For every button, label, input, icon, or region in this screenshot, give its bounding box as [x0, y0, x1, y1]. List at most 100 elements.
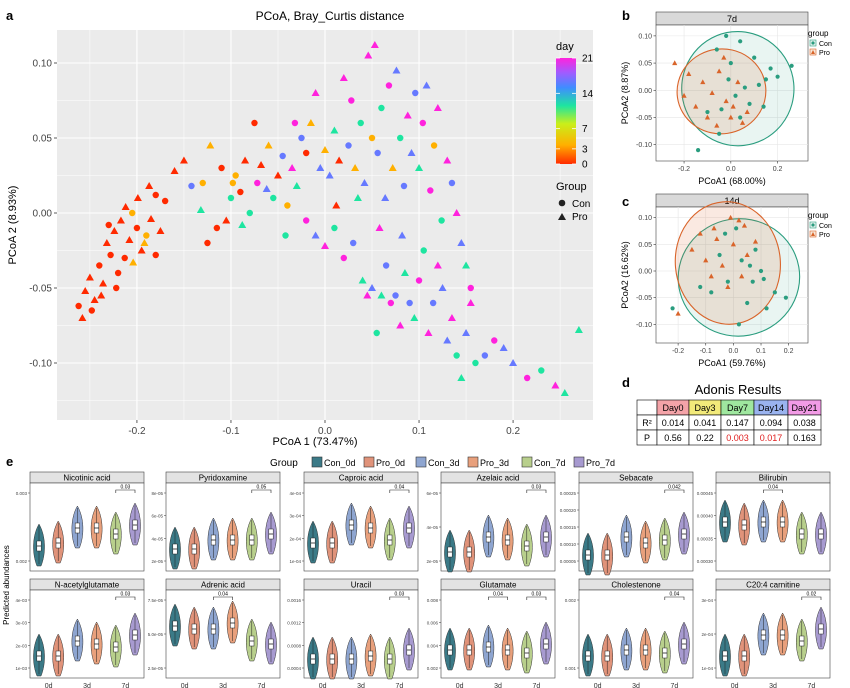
main-point-pro — [81, 287, 90, 294]
14d-point-con — [764, 306, 769, 311]
violin-p-value: 0.03 — [121, 485, 131, 491]
main-point-con — [400, 182, 408, 190]
violin-plot-frame — [165, 482, 281, 572]
14d-point-pro — [730, 241, 736, 247]
main-point-con — [350, 239, 357, 247]
7d-point-con — [714, 47, 719, 52]
violin-y-tick-label: 0.0008 — [287, 643, 301, 648]
main-point-pro — [551, 381, 560, 389]
main-point-pro — [273, 171, 282, 179]
main-point-pro — [368, 284, 377, 291]
main-y-tick-label: -0.05 — [29, 284, 52, 295]
violin-y-tick-label: 2e-04 — [289, 536, 301, 541]
7d-point-con — [756, 82, 761, 87]
violin-y-tick-label: 4e-04 — [289, 491, 301, 496]
7d-point-pro — [716, 68, 722, 74]
violin-y-tick-label: 1e-04 — [701, 666, 713, 671]
main-y-axis-label: PCoA 2 (8.93%) — [7, 186, 19, 265]
14d-legend-pro-triangle-icon — [811, 232, 815, 236]
7d-points — [672, 33, 794, 153]
main-point-con — [406, 299, 413, 307]
14d-legend-con-circle-icon — [811, 223, 815, 227]
main-point-pro — [377, 291, 386, 299]
14d-point-pro — [675, 310, 681, 316]
violin-p-value: 0.04 — [493, 592, 503, 598]
violin-y-tick-label: 0.00010 — [560, 542, 577, 547]
main-point-con — [232, 172, 239, 179]
main-point-pro — [388, 164, 397, 171]
14d-point-con — [734, 226, 739, 231]
7d-point-pro — [700, 79, 706, 85]
main-y-tick-label: 0.05 — [33, 134, 53, 145]
day-colorbar-ticks: 21 14 7 3 0 — [556, 54, 594, 171]
main-point-con — [491, 337, 498, 344]
violin-plot-frame — [578, 482, 694, 572]
violin-panel-adrenic-acid: Adrenic acid 7.5e-05 5.0e-05 2.5e-05 0.04 0d 3… — [148, 578, 281, 688]
violin-y-tick-label: 0.00035 — [697, 536, 714, 541]
main-point-con — [385, 82, 393, 89]
main-point-pro — [85, 273, 94, 281]
main-point-pro — [170, 167, 179, 174]
violin-significance-bracket — [389, 489, 410, 493]
legend-pro-triangle-icon — [558, 213, 566, 220]
7d-y-tick-label: -0.05 — [636, 115, 652, 122]
main-point-pro — [466, 299, 475, 306]
main-point-pro — [147, 215, 156, 222]
adonis-cells: Day0 Day3 Day7 Day14 Day21 R² 0.014 0.041 0.147 0… — [636, 399, 822, 446]
adonis-header-cell — [636, 399, 658, 416]
main-y-tick-label: 0.10 — [33, 59, 53, 70]
7d-point-con — [738, 39, 743, 44]
main-point-con — [251, 119, 258, 127]
violin-title: Uracil — [351, 581, 372, 590]
violin-x-tick-label: 7d — [258, 683, 266, 688]
7d-legend-pro-label: Pro — [819, 50, 830, 57]
violin-y-tick-label: 3e-04 — [289, 514, 301, 519]
violin-x-tick-label: 0d — [594, 683, 602, 688]
violin-p-value: 0.04 — [670, 592, 680, 598]
7d-point-pro — [744, 109, 750, 115]
14d-point-pro — [714, 236, 720, 241]
main-point-con — [129, 209, 136, 217]
main-point-con — [387, 299, 395, 307]
7d-y-tick-label: -0.10 — [636, 142, 652, 149]
main-point-pro — [457, 374, 466, 381]
day-tick-label: 3 — [582, 144, 588, 155]
14d-y-tick-label: -0.10 — [636, 322, 652, 329]
14d-point-pro — [744, 252, 750, 257]
main-point-pro — [222, 216, 231, 224]
14d-point-pro — [703, 257, 709, 263]
violin-plot-frame — [578, 589, 694, 679]
violin-x-tick-label: 0d — [181, 683, 189, 688]
main-point-con — [199, 179, 206, 187]
violin-title: Cholestenone — [611, 581, 661, 590]
legend-swatch-pro_7d — [573, 456, 585, 468]
main-point-con — [415, 277, 423, 284]
violin-legend-title: Group — [270, 458, 298, 469]
violin-plot-frame — [715, 482, 831, 572]
main-point-pro — [206, 141, 215, 149]
14d-point-con — [761, 276, 766, 282]
adonis-header-label: Day14 — [758, 403, 784, 413]
main-point-pro — [140, 239, 149, 246]
violin-significance-bracket — [389, 596, 410, 600]
violin-y-tick-label: 0.00025 — [560, 491, 577, 496]
7d-strip-title: 7d — [727, 14, 737, 24]
main-point-con — [538, 367, 545, 374]
7d-point-con — [719, 107, 724, 112]
14d-point-con — [753, 247, 758, 252]
main-point-con — [453, 352, 460, 359]
14d-point-pro — [741, 222, 748, 228]
14d-y-axis-label: PCoA2 (16.62%) — [620, 241, 630, 309]
main-point-con — [430, 142, 438, 149]
violin-x-tick-label: 0d — [456, 683, 464, 688]
violin-y-tick-label: 8e-05 — [151, 491, 163, 496]
7d-point-con — [726, 77, 731, 82]
adonis-value-cell — [787, 429, 822, 446]
violin-y-tick-label: 3e-03 — [15, 621, 27, 626]
14d-point-pro — [708, 273, 714, 279]
main-point-pro — [335, 156, 344, 164]
main-point-pro — [381, 194, 390, 201]
violin-y-tick-label: 7.5e-05 — [148, 598, 164, 603]
main-point-con — [448, 179, 456, 187]
